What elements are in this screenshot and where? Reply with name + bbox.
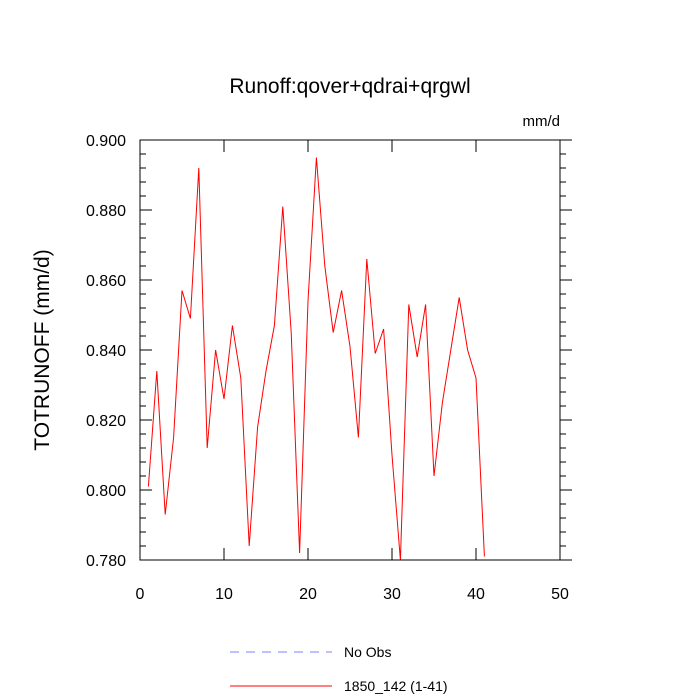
y-tick-label: 0.880 xyxy=(86,203,126,220)
y-tick-label: 0.800 xyxy=(86,483,126,500)
y-tick-label: 0.900 xyxy=(86,133,126,150)
plot-lines xyxy=(147,157,485,561)
series-line-1 xyxy=(147,157,485,561)
plot-frame xyxy=(139,139,561,561)
legend-label-1: 1850_142 (1-41) xyxy=(344,678,448,694)
x-tick-label: 10 xyxy=(215,586,233,603)
x-tick-label: 50 xyxy=(551,586,569,603)
tick-labels: 0 10 20 30 40 50 0.780 0.800 0.820 0.840 0.860 0.88… xyxy=(86,133,569,603)
y-tick-label: 0.780 xyxy=(86,553,126,570)
units-label: mm/d xyxy=(523,113,561,130)
legend-label-0: No Obs xyxy=(344,644,391,660)
y-axis-label: TOTRUNOFF (mm/d) xyxy=(31,249,54,450)
x-tick-label: 40 xyxy=(467,586,485,603)
y-tick-label: 0.860 xyxy=(86,273,126,290)
axis-ticks xyxy=(139,139,572,561)
y-tick-label: 0.820 xyxy=(86,413,126,430)
x-tick-label: 30 xyxy=(383,586,401,603)
x-tick-label: 0 xyxy=(136,586,145,603)
y-tick-label: 0.840 xyxy=(86,343,126,360)
legend: No Obs 1850_142 (1-41) xyxy=(230,644,448,694)
chart-title: Runoff:qover+qdrai+qrgwl xyxy=(229,75,470,98)
x-tick-label: 20 xyxy=(299,586,317,603)
